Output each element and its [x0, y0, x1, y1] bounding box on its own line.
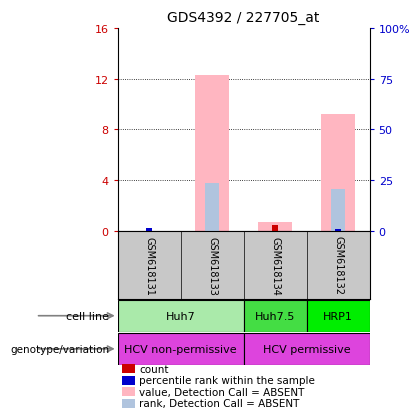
- Bar: [146, 229, 152, 231]
- Bar: [307, 300, 370, 332]
- Text: cell line: cell line: [66, 311, 109, 321]
- Bar: [118, 300, 244, 332]
- Title: GDS4392 / 227705_at: GDS4392 / 227705_at: [168, 11, 320, 25]
- Text: percentile rank within the sample: percentile rank within the sample: [139, 375, 315, 385]
- Bar: [258, 223, 292, 231]
- Bar: [244, 333, 370, 365]
- Text: value, Detection Call = ABSENT: value, Detection Call = ABSENT: [139, 387, 305, 397]
- Text: HRP1: HRP1: [323, 311, 353, 321]
- Text: HCV permissive: HCV permissive: [263, 344, 350, 354]
- Bar: [321, 115, 355, 231]
- Bar: [205, 183, 219, 231]
- Text: rank, Detection Call = ABSENT: rank, Detection Call = ABSENT: [139, 399, 300, 408]
- Bar: [331, 190, 345, 231]
- Text: genotype/variation: genotype/variation: [10, 344, 109, 354]
- Text: GSM618131: GSM618131: [144, 236, 154, 295]
- Bar: [118, 333, 244, 365]
- Bar: [335, 229, 341, 231]
- Text: GSM618132: GSM618132: [333, 236, 343, 295]
- Bar: [195, 76, 229, 231]
- Bar: [272, 225, 278, 231]
- Text: HCV non-permissive: HCV non-permissive: [124, 344, 237, 354]
- Text: Huh7: Huh7: [166, 311, 195, 321]
- Bar: [244, 300, 307, 332]
- Text: Huh7.5: Huh7.5: [255, 311, 295, 321]
- Text: GSM618133: GSM618133: [207, 236, 217, 295]
- Text: count: count: [139, 364, 169, 374]
- Text: GSM618134: GSM618134: [270, 236, 280, 295]
